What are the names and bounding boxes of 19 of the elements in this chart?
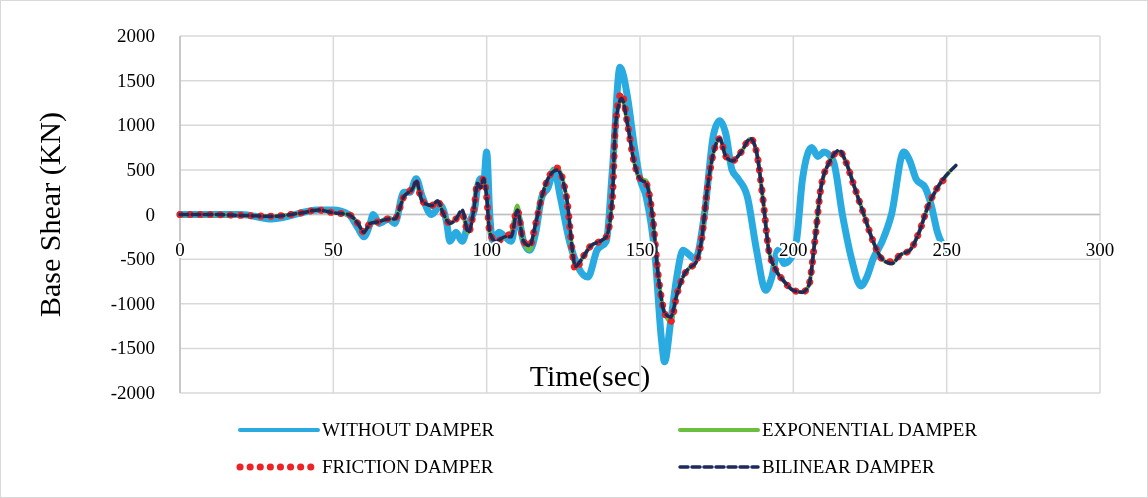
y-tick-label: -500: [120, 248, 155, 270]
x-axis-title: Time(sec): [529, 359, 651, 393]
legend-label: FRICTION DAMPER: [322, 456, 494, 477]
x-tick-label: 50: [323, 238, 343, 260]
y-tick-label: 500: [126, 158, 155, 180]
x-tick-label: 100: [472, 238, 501, 260]
legend-label: EXPONENTIAL DAMPER: [762, 419, 978, 440]
y-tick-label: -1000: [110, 292, 155, 314]
legend-label: BILINEAR DAMPER: [762, 456, 935, 477]
x-tick-label: 300: [1085, 238, 1115, 260]
y-tick-label: -1500: [110, 337, 155, 359]
y-tick-label: 2000: [117, 25, 155, 46]
y-tick-label: -2000: [110, 382, 155, 403]
y-tick-label: 1500: [117, 69, 155, 91]
y-tick-label: 1000: [117, 114, 155, 136]
y-tick-label: 0: [145, 203, 155, 225]
y-axis-title: Base Shear (KN): [33, 112, 67, 317]
legend-label: WITHOUT DAMPER: [322, 419, 495, 440]
x-tick-label: 0: [175, 238, 185, 260]
